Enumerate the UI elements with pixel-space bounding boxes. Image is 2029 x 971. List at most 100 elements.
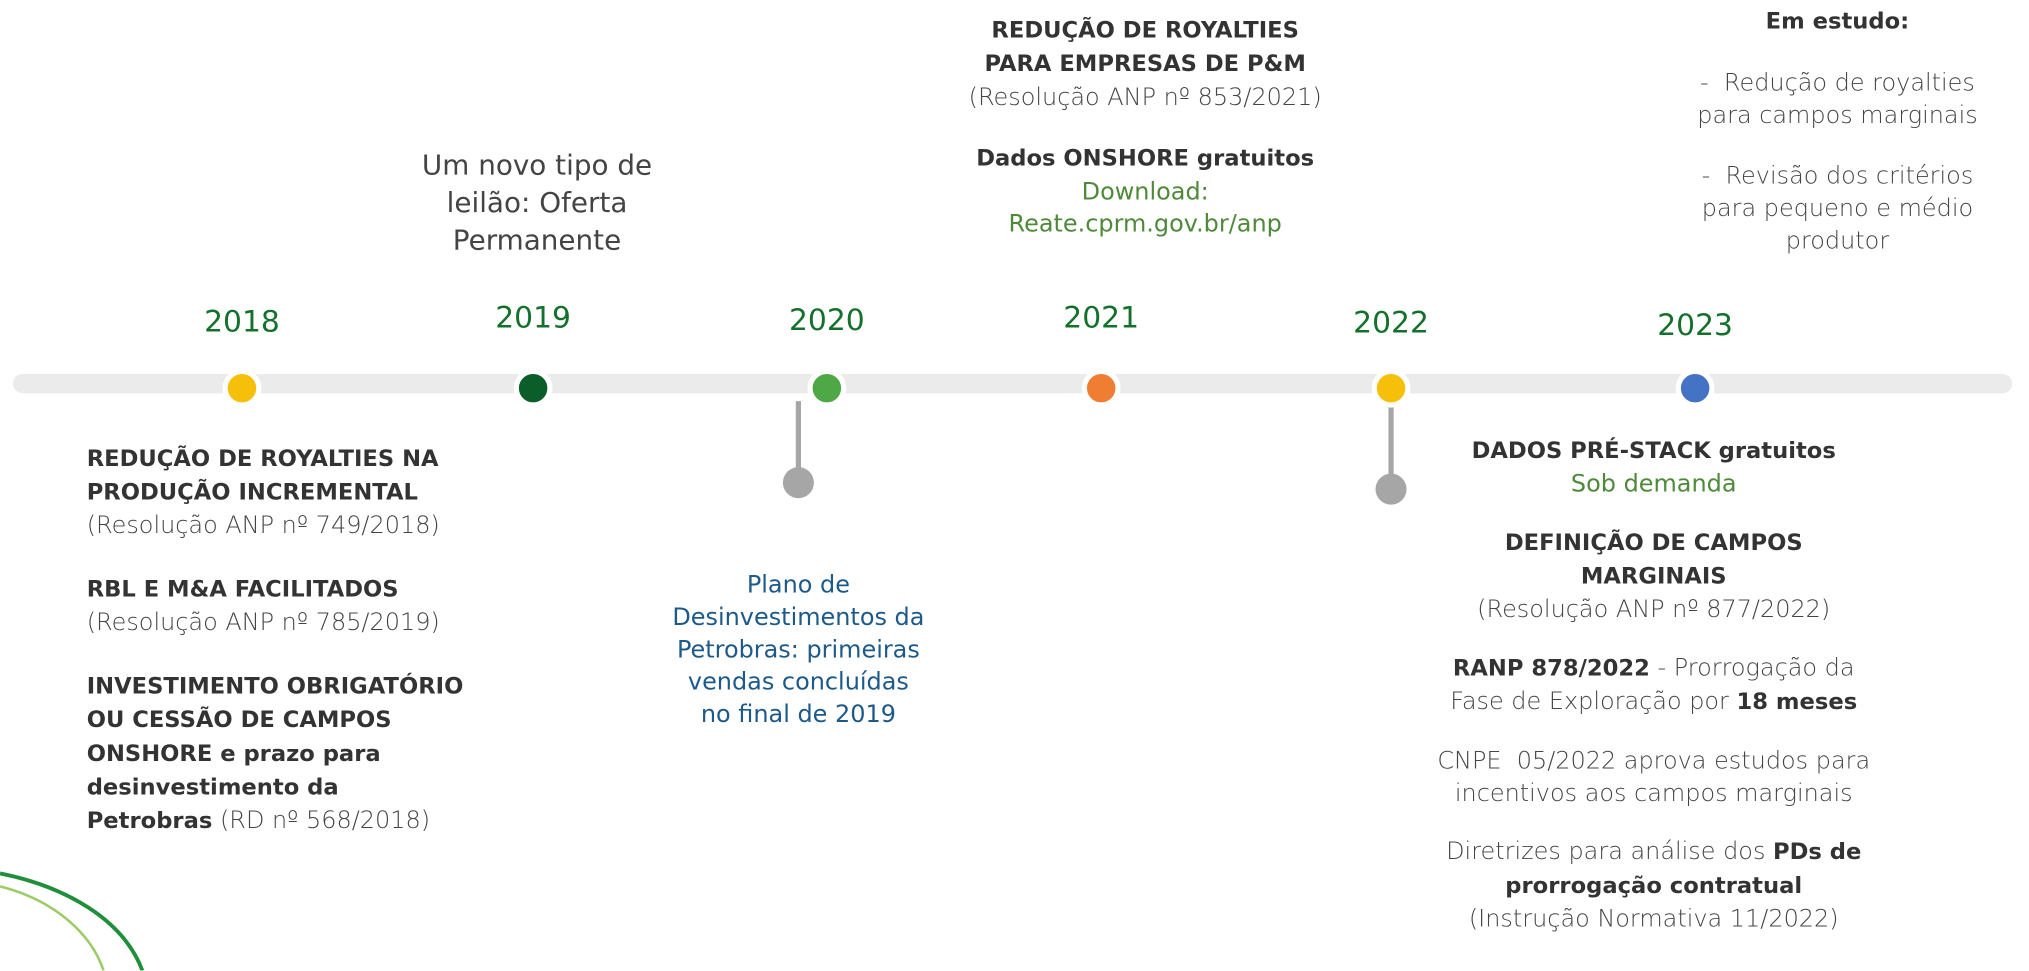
text-line: Diretrizes para análise dos PDs de xyxy=(1408,836,1900,870)
paragraph: CNPE 05/2022 aprova estudos para incentiv… xyxy=(1408,745,1900,810)
text-run: RBL E M&A FACILITADOS xyxy=(87,577,399,603)
text-run: DADOS PRÉ-STACK gratuitos xyxy=(1472,439,1836,465)
text-line: Petrobras (RD nº 568/2018) xyxy=(87,805,464,839)
text-run: Dados ONSHORE gratuitos xyxy=(976,146,1314,172)
text-run: vendas concluídas xyxy=(688,669,909,696)
text-line: (Resolução ANP nº 877/2022) xyxy=(1408,594,1900,626)
text-run: prorrogação contratual xyxy=(1505,873,1802,899)
year-label: 2021 xyxy=(1024,302,1179,336)
paragraph: Dados ONSHORE gratuitos Download: Reate.cp… xyxy=(906,142,1385,240)
text-block: DADOS PRÉ-STACK gratuitos Sob demanda DEFI… xyxy=(1408,435,1900,962)
text-line: REDUÇÃO DE ROYALTIES NA xyxy=(87,443,464,477)
year-label: 2020 xyxy=(749,304,904,338)
page: 2018 2019 2020 2021 2022 2023 REDUÇÃO DE ROYAL… xyxy=(0,0,2029,970)
text-line: MARGINAIS xyxy=(1408,560,1900,594)
text-line: vendas concluídas xyxy=(643,666,954,698)
text-line: - Redução de royalties xyxy=(1643,67,2029,99)
text-line: Reate.cprm.gov.br/anp xyxy=(906,208,1385,240)
text-run: para campos marginais xyxy=(1697,102,1977,129)
paragraph: Diretrizes para análise dos PDs de prorro… xyxy=(1408,836,1900,936)
text-line: prorrogação contratual xyxy=(1408,870,1900,904)
year-dot xyxy=(1676,369,1715,408)
text-line: Download: xyxy=(906,176,1385,208)
text-run: Sob demanda xyxy=(1571,471,1737,498)
text-line: produtor xyxy=(1643,225,2029,257)
text-line: DADOS PRÉ-STACK gratuitos xyxy=(1408,435,1900,469)
text-line: INVESTIMENTO OBRIGATÓRIO xyxy=(87,670,464,704)
text-run: Permanente xyxy=(453,225,621,257)
text-block: Em estudo: - Redução de royalties para cam… xyxy=(1643,5,2029,286)
text-line: (Resolução ANP nº 749/2018) xyxy=(87,510,464,542)
text-run: INVESTIMENTO OBRIGATÓRIO xyxy=(87,674,464,700)
text-run: Petrobras xyxy=(87,809,213,835)
text-line: leilão: Oferta xyxy=(356,185,718,223)
text-run: Desinvestimentos da xyxy=(672,604,924,631)
text-run: incentivos aos campos marginais xyxy=(1455,780,1853,807)
text-line: para pequeno e médio xyxy=(1643,193,2029,225)
text-line: PARA EMPRESAS DE P&M xyxy=(906,48,1385,82)
year-dot xyxy=(514,369,553,408)
text-run: PDs de xyxy=(1773,840,1861,866)
year-label: 2022 xyxy=(1313,307,1468,341)
text-line: Plano de xyxy=(643,569,954,601)
text-line: Sob demanda xyxy=(1408,468,1900,500)
year-dot xyxy=(807,369,846,408)
text-line: CNPE 05/2022 aprova estudos para xyxy=(1408,745,1900,777)
text-run: desinvestimento da xyxy=(87,775,339,801)
text-line: Fase de Exploração por 18 meses xyxy=(1408,686,1900,720)
stem-knob xyxy=(783,467,814,498)
text-run: PRODUÇÃO INCREMENTAL xyxy=(87,480,418,506)
stem-knob xyxy=(1376,474,1407,505)
text-line: Dados ONSHORE gratuitos xyxy=(906,142,1385,176)
paragraph: - Redução de royalties para campos margin… xyxy=(1643,67,2029,132)
text-run: (Resolução ANP nº 785/2019) xyxy=(87,609,440,636)
timeline: 2018 2019 2020 2021 2022 2023 REDUÇÃO DE ROYAL… xyxy=(0,0,2029,971)
text-run: OU CESSÃO DE CAMPOS xyxy=(87,708,392,734)
year-label: 2019 xyxy=(455,302,610,336)
year-dot xyxy=(1372,369,1411,408)
text-run: Download: xyxy=(1082,179,1209,206)
paragraph: Em estudo: xyxy=(1643,5,2029,39)
text-run: Diretrizes para análise dos xyxy=(1446,839,1773,866)
text-run: leilão: Oferta xyxy=(447,188,628,220)
text-line: para campos marginais xyxy=(1643,100,2029,132)
text-run: Fase de Exploração por xyxy=(1450,688,1736,715)
paragraph: RBL E M&A FACILITADOS (Resolução ANP nº 7… xyxy=(87,573,464,639)
text-line: REDUÇÃO DE ROYALTIES xyxy=(906,14,1385,48)
year-label: 2018 xyxy=(164,305,319,339)
text-run: DEFINIÇÃO DE CAMPOS xyxy=(1505,531,1803,557)
paragraph: REDUÇÃO DE ROYALTIES NA PRODUÇÃO INCREMEN… xyxy=(87,443,464,543)
text-line: Desinvestimentos da xyxy=(643,602,954,634)
text-line: Em estudo: xyxy=(1643,5,2029,39)
text-run: produtor xyxy=(1786,228,1889,255)
year-label: 2023 xyxy=(1618,309,1773,343)
text-run: PARA EMPRESAS DE P&M xyxy=(984,52,1305,78)
text-run: - Prorrogação da xyxy=(1650,655,1855,682)
text-run: REDUÇÃO DE ROYALTIES xyxy=(991,18,1299,44)
text-run: MARGINAIS xyxy=(1581,564,1727,590)
text-run: no final de 2019 xyxy=(701,701,896,728)
text-run: (Resolução ANP nº 877/2022) xyxy=(1477,597,1830,624)
text-run: (Instrução Normativa 11/2022) xyxy=(1469,906,1839,933)
text-line: ONSHORE e prazo para xyxy=(87,738,464,772)
text-line: no final de 2019 xyxy=(643,699,954,731)
text-line: PRODUÇÃO INCREMENTAL xyxy=(87,476,464,510)
text-line: Petrobras: primeiras xyxy=(643,634,954,666)
text-line: OU CESSÃO DE CAMPOS xyxy=(87,704,464,738)
text-line: - Revisão dos critérios xyxy=(1643,160,2029,192)
text-run: Petrobras: primeiras xyxy=(677,637,920,664)
paragraph: REDUÇÃO DE ROYALTIES PARA EMPRESAS DE P&M… xyxy=(906,14,1385,114)
text-run: 18 meses xyxy=(1737,690,1858,716)
text-line: (Resolução ANP nº 785/2019) xyxy=(87,607,464,639)
text-run: Reate.cprm.gov.br/anp xyxy=(1009,211,1282,238)
text-run: para pequeno e médio xyxy=(1702,195,1973,222)
text-line: desinvestimento da xyxy=(87,771,464,805)
text-line: Um novo tipo de xyxy=(356,148,718,186)
text-run: Plano de xyxy=(747,572,850,599)
text-run: (RD nº 568/2018) xyxy=(212,807,430,834)
text-line: RBL E M&A FACILITADOS xyxy=(87,573,464,607)
text-line: DEFINIÇÃO DE CAMPOS xyxy=(1408,527,1900,561)
text-run: - Revisão dos critérios xyxy=(1702,163,1974,190)
